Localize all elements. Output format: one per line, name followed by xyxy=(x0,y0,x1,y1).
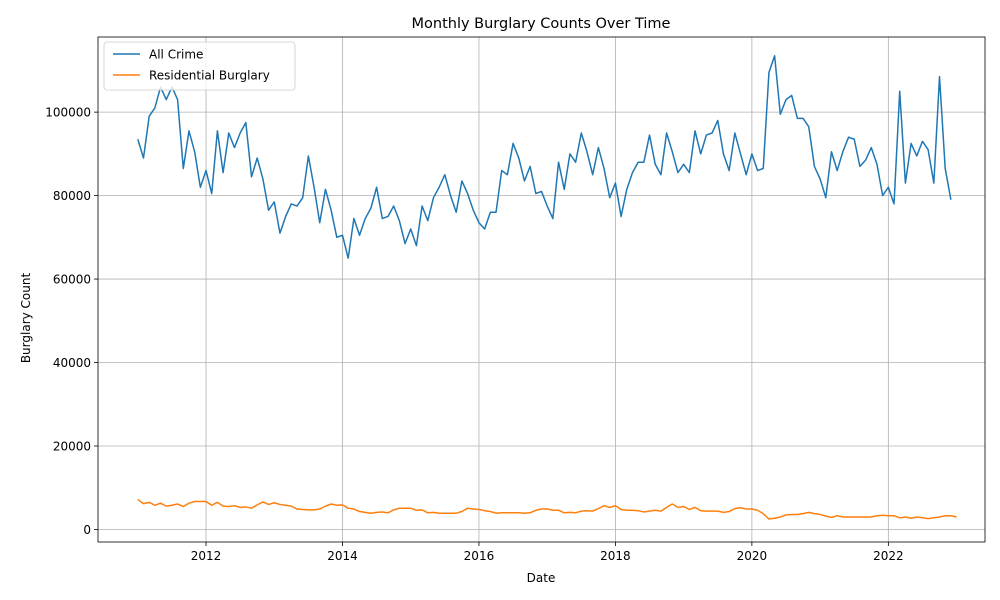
chart-title: Monthly Burglary Counts Over Time xyxy=(412,16,671,32)
y-tick-label: 80000 xyxy=(53,189,91,203)
series-lines xyxy=(137,55,957,520)
x-tick-label: 2014 xyxy=(327,549,358,563)
legend-label-all-crime: All Crime xyxy=(149,48,203,62)
x-tick-label: 2012 xyxy=(191,549,222,563)
legend-box xyxy=(103,41,296,91)
series-line-all-crime xyxy=(137,55,952,259)
series-line-residential-burglary xyxy=(137,498,957,520)
plot-frame xyxy=(97,36,986,543)
axis-ticks: 2012 2014 2016 2018 2020 2022 0 20000 40000 60000… xyxy=(45,106,903,563)
x-axis-title: Date xyxy=(527,571,556,585)
x-tick-label: 2016 xyxy=(464,549,495,563)
y-axis-title: Burglary Count xyxy=(19,273,33,364)
y-tick-label: 0 xyxy=(83,523,91,537)
y-tick-label: 20000 xyxy=(53,440,91,454)
grid-lines xyxy=(98,37,985,542)
x-tick-label: 2020 xyxy=(737,549,768,563)
x-tick-label: 2018 xyxy=(600,549,631,563)
y-tick-label: 60000 xyxy=(53,273,91,287)
legend-label-residential-burglary: Residential Burglary xyxy=(149,69,270,83)
y-tick-label: 100000 xyxy=(45,106,91,120)
y-tick-label: 40000 xyxy=(53,356,91,370)
x-tick-label: 2022 xyxy=(873,549,904,563)
legend: All Crime Residential Burglary xyxy=(103,41,296,91)
